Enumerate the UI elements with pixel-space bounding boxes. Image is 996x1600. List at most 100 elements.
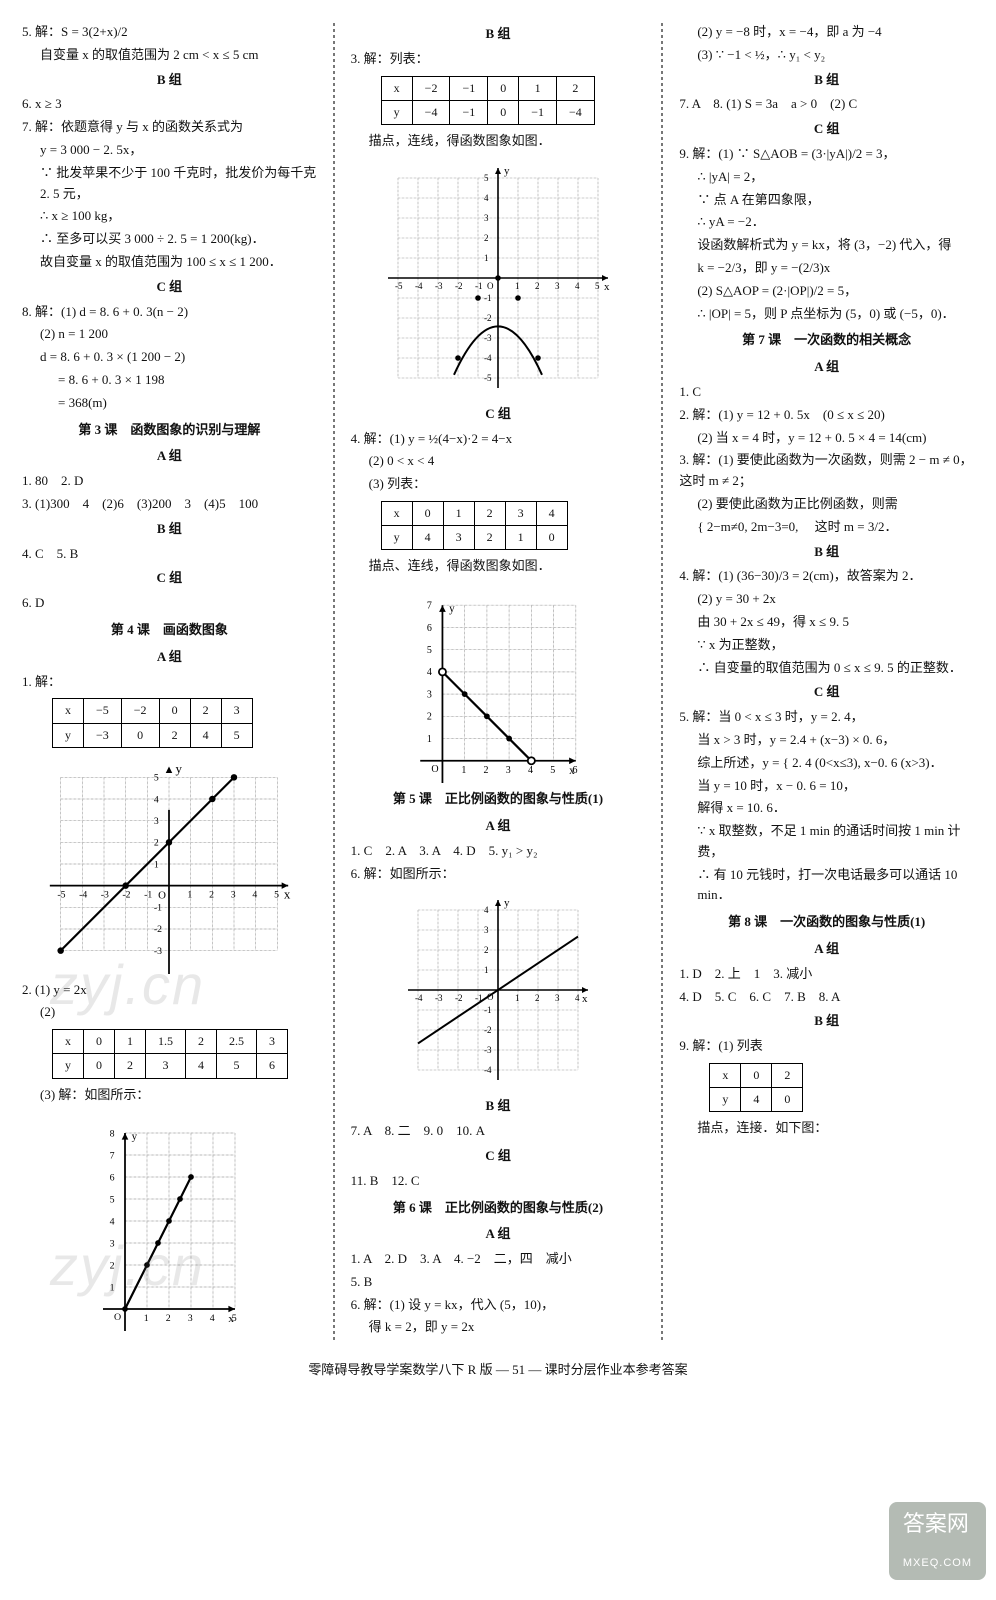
svg-text:5: 5 [484, 173, 489, 183]
svg-text:-3: -3 [435, 993, 443, 1003]
svg-text:3: 3 [154, 816, 159, 827]
svg-text:3: 3 [427, 690, 432, 701]
text: 1. D 2. 上 1 3. 减小 [679, 964, 974, 985]
svg-text:1: 1 [484, 965, 489, 975]
text: ∴ |yA| = 2， [679, 167, 974, 188]
group-heading: C 组 [22, 277, 317, 298]
svg-text:7: 7 [110, 1151, 115, 1162]
svg-text:-2: -2 [123, 889, 131, 900]
column-separator [333, 20, 335, 1340]
lesson-heading: 第 3 课 函数图象的识别与理解 [22, 420, 317, 441]
svg-text:1: 1 [154, 859, 159, 870]
group-heading: B 组 [679, 1011, 974, 1032]
lesson-heading: 第 5 课 正比例函数的图象与性质(1) [351, 789, 646, 810]
svg-text:y: y [504, 897, 510, 909]
svg-text:-1: -1 [144, 889, 152, 900]
group-heading: A 组 [351, 1224, 646, 1245]
text: 当 x > 3 时，y = 2.4 + (x−3) × 0. 6， [679, 730, 974, 751]
text: 5. 解：S = 3(2+x)/2 [22, 22, 317, 43]
chart-line: 1234512345678 x y O [49, 1111, 289, 1331]
text: 解得 x = 10. 6． [679, 798, 974, 819]
site-badge: 答案网 MXEQ.COM [889, 1502, 986, 1580]
svg-text:-2: -2 [455, 993, 463, 1003]
data-table: x−5−2023y−30245 [52, 698, 253, 747]
page-footer: 零障碍导教导学案数学八下 R 版 — 51 — 课时分层作业本参考答案 [10, 1360, 986, 1381]
svg-text:2: 2 [535, 993, 540, 1003]
text: 自变量 x 的取值范围为 2 cm < x ≤ 5 cm [22, 45, 317, 66]
column-3: (2) y = −8 时，x = −4，即 a 为 −4 (3) ∵ −1 < … [667, 20, 986, 1340]
svg-text:3: 3 [506, 765, 511, 776]
group-heading: C 组 [351, 1146, 646, 1167]
svg-text:-2: -2 [154, 924, 162, 935]
svg-text:y: y [504, 165, 510, 177]
text: 6. D [22, 593, 317, 614]
text: 故自变量 x 的取值范围为 100 ≤ x ≤ 1 200． [22, 252, 317, 273]
svg-text:-1: -1 [484, 293, 492, 303]
svg-text:3: 3 [484, 213, 489, 223]
group-heading: A 组 [351, 816, 646, 837]
text: (3) 列表： [351, 474, 646, 495]
svg-text:-5: -5 [395, 281, 403, 291]
text: ∴ 有 10 元钱时，打一次电话最多可以通话 10 min． [679, 865, 974, 907]
column-1: 5. 解：S = 3(2+x)/2 自变量 x 的取值范围为 2 cm < x … [10, 20, 329, 1340]
svg-text:1: 1 [110, 1283, 115, 1294]
group-heading: B 组 [351, 24, 646, 45]
svg-text:5: 5 [550, 765, 555, 776]
text: 6. 解：(1) 设 y = kx，代入 (5，10)， [351, 1295, 646, 1316]
svg-text:-1: -1 [475, 281, 483, 291]
svg-text:4: 4 [575, 281, 580, 291]
svg-text:3: 3 [110, 1239, 115, 1250]
group-heading: A 组 [679, 357, 974, 378]
svg-text:5: 5 [154, 772, 159, 783]
group-heading: B 组 [679, 70, 974, 91]
group-heading: B 组 [351, 1096, 646, 1117]
svg-text:4: 4 [154, 794, 159, 805]
svg-text:1: 1 [461, 765, 466, 776]
group-heading: B 组 [22, 70, 317, 91]
text: 综上所述，y = { 2. 4 (0<x≤3), x−0. 6 (x>3)． [679, 753, 974, 774]
text: 1. C [679, 382, 974, 403]
axis-label: y [176, 761, 183, 776]
text: 9. 解：(1) 列表 [679, 1036, 974, 1057]
text: 2. 解：(1) y = 12 + 0. 5x (0 ≤ x ≤ 20) [679, 405, 974, 426]
svg-text:4: 4 [484, 193, 489, 203]
svg-text:1: 1 [515, 993, 520, 1003]
text: k = −2/3，即 y = −(2/3)x [679, 258, 974, 279]
svg-text:2: 2 [484, 233, 489, 243]
svg-text:-4: -4 [415, 281, 423, 291]
text: (3) ∵ −1 < ½，∴ y₁ < y₂ [679, 45, 974, 66]
svg-text:-2: -2 [484, 1025, 492, 1035]
svg-text:8: 8 [110, 1129, 115, 1140]
svg-text:-3: -3 [154, 946, 162, 957]
text: 3. (1)300 4 (2)6 (3)200 3 (4)5 100 [22, 494, 317, 515]
lesson-heading: 第 4 课 画函数图象 [22, 620, 317, 641]
text: y = 3 000 − 2. 5x， [22, 140, 317, 161]
text: (3) 解：如图所示： [22, 1085, 317, 1106]
svg-text:1: 1 [484, 253, 489, 263]
svg-text:4: 4 [575, 993, 580, 1003]
data-table: x01234y43210 [381, 501, 568, 550]
text: 设函数解析式为 y = kx，将 (3，−2) 代入，得 [679, 235, 974, 256]
text: d = 8. 6 + 0. 3 × (1 200 − 2) [22, 347, 317, 368]
svg-text:-4: -4 [484, 1065, 492, 1075]
chart-curve: -5-4-3-2-112345-5-4-3-2-112345 x y O [368, 158, 628, 398]
text: (2) n = 1 200 [22, 324, 317, 345]
svg-text:-1: -1 [154, 902, 162, 913]
text: 8. 解：(1) d = 8. 6 + 0. 3(n − 2) [22, 302, 317, 323]
group-heading: C 组 [679, 119, 974, 140]
text: 描点，连线，得函数图象如图． [351, 131, 646, 152]
svg-text:2: 2 [484, 945, 489, 955]
text: 7. A 8. 二 9. 0 10. A [351, 1121, 646, 1142]
group-heading: C 组 [679, 682, 974, 703]
group-heading: B 组 [679, 542, 974, 563]
svg-text:6: 6 [427, 623, 432, 634]
text: ∵ 点 A 在第四象限， [679, 190, 974, 211]
svg-text:4: 4 [484, 905, 489, 915]
svg-text:y: y [132, 1131, 138, 1143]
text: 由 30 + 2x ≤ 49，得 x ≤ 9. 5 [679, 612, 974, 633]
text: 9. 解：(1) ∵ S△AOB = (3·|yA|)/2 = 3， [679, 144, 974, 165]
text: 11. B 12. C [351, 1171, 646, 1192]
svg-text:3: 3 [555, 993, 560, 1003]
data-table: x02y40 [709, 1063, 803, 1112]
svg-text:6: 6 [110, 1173, 115, 1184]
